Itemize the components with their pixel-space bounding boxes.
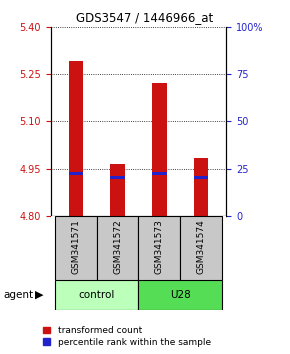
- Bar: [152, 172, 167, 175]
- Bar: [194, 158, 209, 216]
- Text: GDS3547 / 1446966_at: GDS3547 / 1446966_at: [76, 11, 214, 24]
- Text: GSM341574: GSM341574: [197, 219, 206, 274]
- Bar: [110, 176, 125, 179]
- Bar: [97, 216, 139, 280]
- Text: agent: agent: [3, 290, 33, 300]
- Bar: [139, 216, 180, 280]
- Legend: transformed count, percentile rank within the sample: transformed count, percentile rank withi…: [42, 325, 212, 348]
- Text: U28: U28: [170, 290, 191, 300]
- Text: ▶: ▶: [35, 290, 44, 300]
- Bar: [55, 216, 97, 280]
- Text: GSM341571: GSM341571: [71, 219, 80, 274]
- Bar: [68, 172, 83, 175]
- Bar: [68, 61, 83, 216]
- Bar: [194, 176, 209, 179]
- Text: control: control: [79, 290, 115, 300]
- Bar: [180, 216, 222, 280]
- Bar: [110, 164, 125, 216]
- Bar: [55, 280, 139, 310]
- Text: GSM341573: GSM341573: [155, 219, 164, 274]
- Text: GSM341572: GSM341572: [113, 219, 122, 274]
- Bar: [152, 84, 167, 216]
- Bar: [139, 280, 222, 310]
